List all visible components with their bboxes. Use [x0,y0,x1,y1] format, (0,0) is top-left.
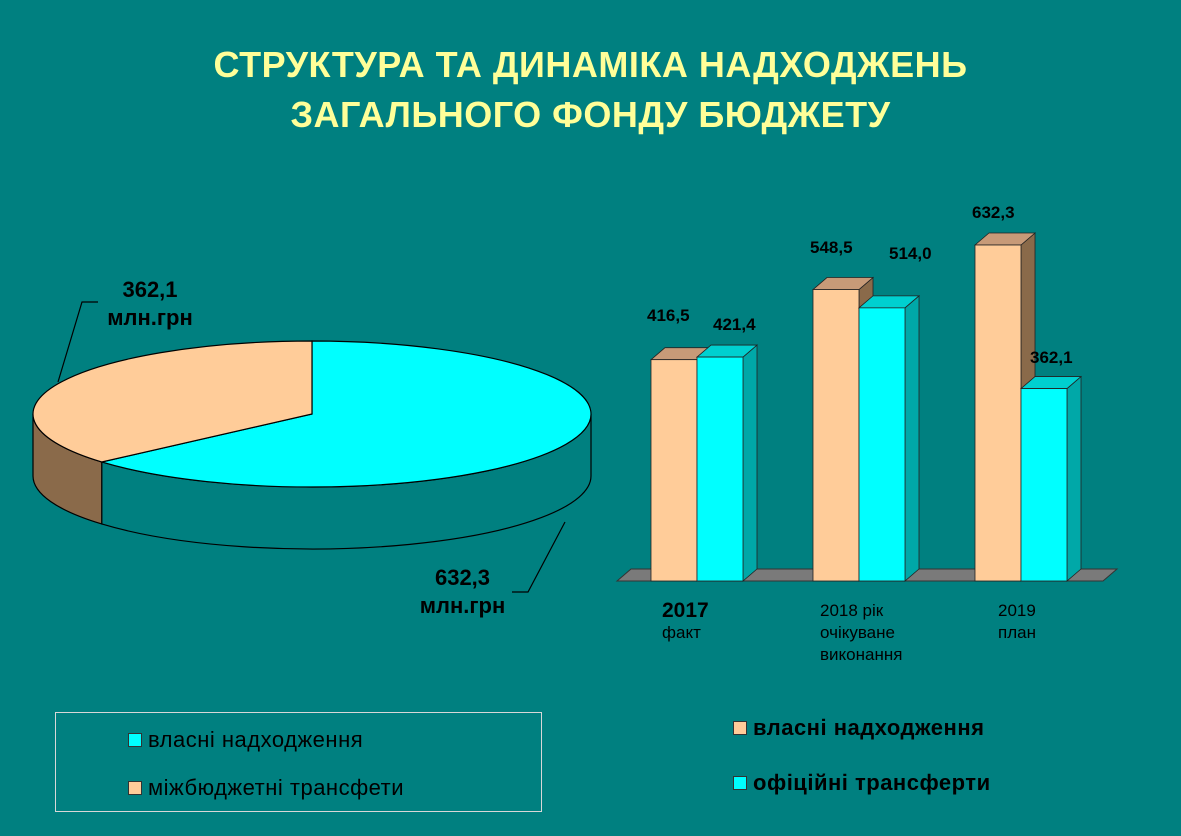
pie-slice-transfers [32,340,313,463]
pie-legend: власні надходження міжбюджетні трансфети [55,712,542,812]
bar-value-label: 632,3 [972,203,1015,222]
title-line-2: ЗАГАЛЬНОГО ФОНДУ БЮДЖЕТУ [290,94,891,135]
bar [858,307,906,582]
bar-legend-item-transfers: офіційні трансферти [733,770,991,796]
bar-side [742,344,758,582]
legend-swatch [128,781,142,795]
category-year: 2019 [998,601,1036,620]
bar [974,244,1022,582]
legend-label: власні надходження [753,715,985,740]
category-year: 2017 [662,599,709,622]
pie-label-own-value: 632,3 [434,565,491,590]
legend-swatch [733,776,747,790]
legend-label: міжбюджетні трансфети [148,775,405,800]
legend-swatch [733,721,747,735]
category-sub: факт [662,623,701,642]
bar-legend-item-own: власні надходження [733,715,984,741]
pie-label-transfers-unit: млн.грн [107,305,193,330]
category-sub: план [998,623,1036,642]
category-label-2017: 2017 факт [662,600,742,644]
bar-value-label: 362,1 [1030,348,1073,367]
bar-value-label: 514,0 [889,244,932,263]
bar [812,289,860,582]
legend-swatch [128,733,142,747]
pie-legend-item-own: власні надходження [128,727,363,753]
category-year: 2018 рік [820,601,884,620]
title-line-1: СТРУКТУРА ТА ДИНАМІКА НАДХОДЖЕНЬ [213,44,968,85]
bar [1020,388,1068,582]
bar [696,356,744,582]
bar-value-label: 421,4 [713,315,756,334]
legend-label: офіційні трансферти [753,770,991,795]
bar-side [1066,375,1082,582]
pie-label-own-unit: млн.грн [419,593,506,618]
bar-value-label: 548,5 [810,238,853,257]
page-title: СТРУКТУРА ТА ДИНАМІКА НАДХОДЖЕНЬ ЗАГАЛЬН… [0,40,1181,140]
pie-leader-transfers [57,301,98,383]
pie-legend-item-transfers: міжбюджетні трансфети [128,775,404,801]
pie-slice-own [99,340,592,488]
bar-side [904,294,920,582]
pie-label-transfers-value: 362,1 [122,277,178,302]
bar-value-label: 416,5 [647,306,690,325]
legend-label: власні надходження [148,727,364,752]
bar [650,359,698,582]
bar-chart [615,232,1119,582]
category-label-2019: 2019 план [998,600,1068,644]
category-label-2018: 2018 рік очікуване виконання [820,600,930,666]
category-sub: очікуване виконання [820,623,903,664]
pie-label-own: 632,3 млн.грн [405,564,520,620]
pie-leader-own [512,521,566,593]
pie-chart [32,301,592,593]
pie-label-transfers: 362,1 млн.грн [95,276,205,332]
